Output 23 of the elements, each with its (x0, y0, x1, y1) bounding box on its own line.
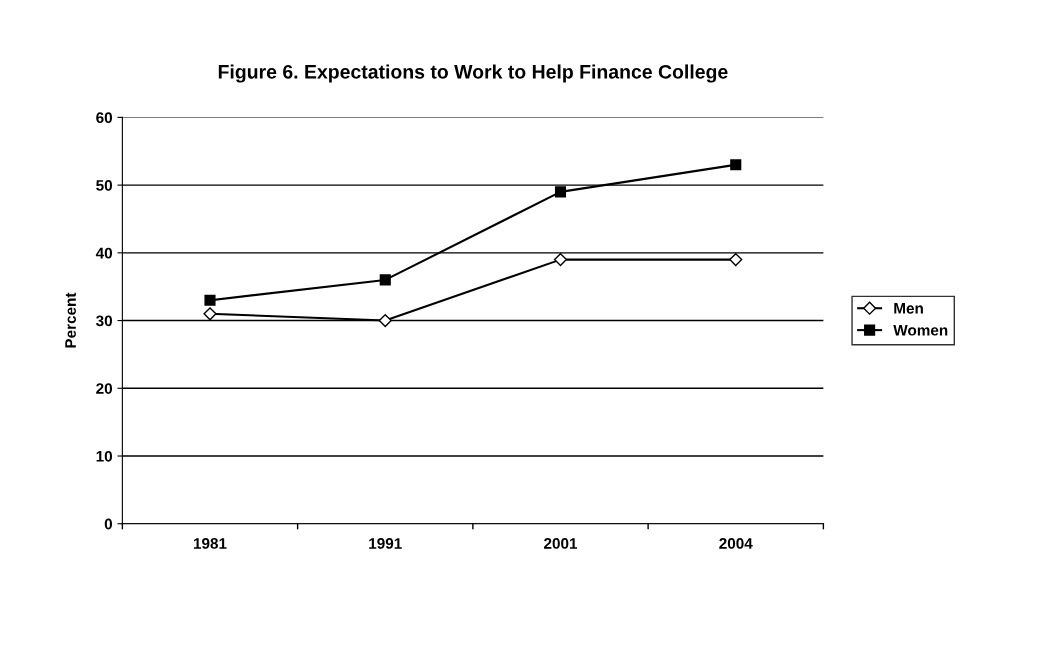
y-tick-label: 20 (96, 383, 113, 394)
chart-title: Figure 6. Expectations to Work to Help Finance College (218, 64, 728, 83)
point (203, 307, 217, 321)
y-tick-label: 0 (104, 518, 113, 530)
point (730, 159, 742, 171)
y-axis-title: Percent (65, 292, 76, 348)
y-tick-label: 50 (96, 179, 113, 191)
point (378, 313, 392, 328)
point (553, 253, 568, 267)
point (204, 294, 216, 306)
y-tick-label: 30 (96, 315, 113, 327)
point (729, 253, 743, 267)
legend-label: Women (893, 324, 948, 336)
y-tick-label: 60 (96, 112, 113, 124)
x-tick-label: 2001 (544, 538, 578, 549)
point (379, 274, 391, 286)
y-tick-label: 10 (96, 450, 113, 462)
x-tick-label: 2004 (719, 538, 753, 549)
point (554, 186, 567, 198)
y-tick-label: 40 (95, 247, 113, 259)
x-tick-label: 1991 (369, 538, 402, 549)
legend-label: Men (894, 303, 923, 314)
x-tick-label: 1981 (193, 538, 227, 549)
